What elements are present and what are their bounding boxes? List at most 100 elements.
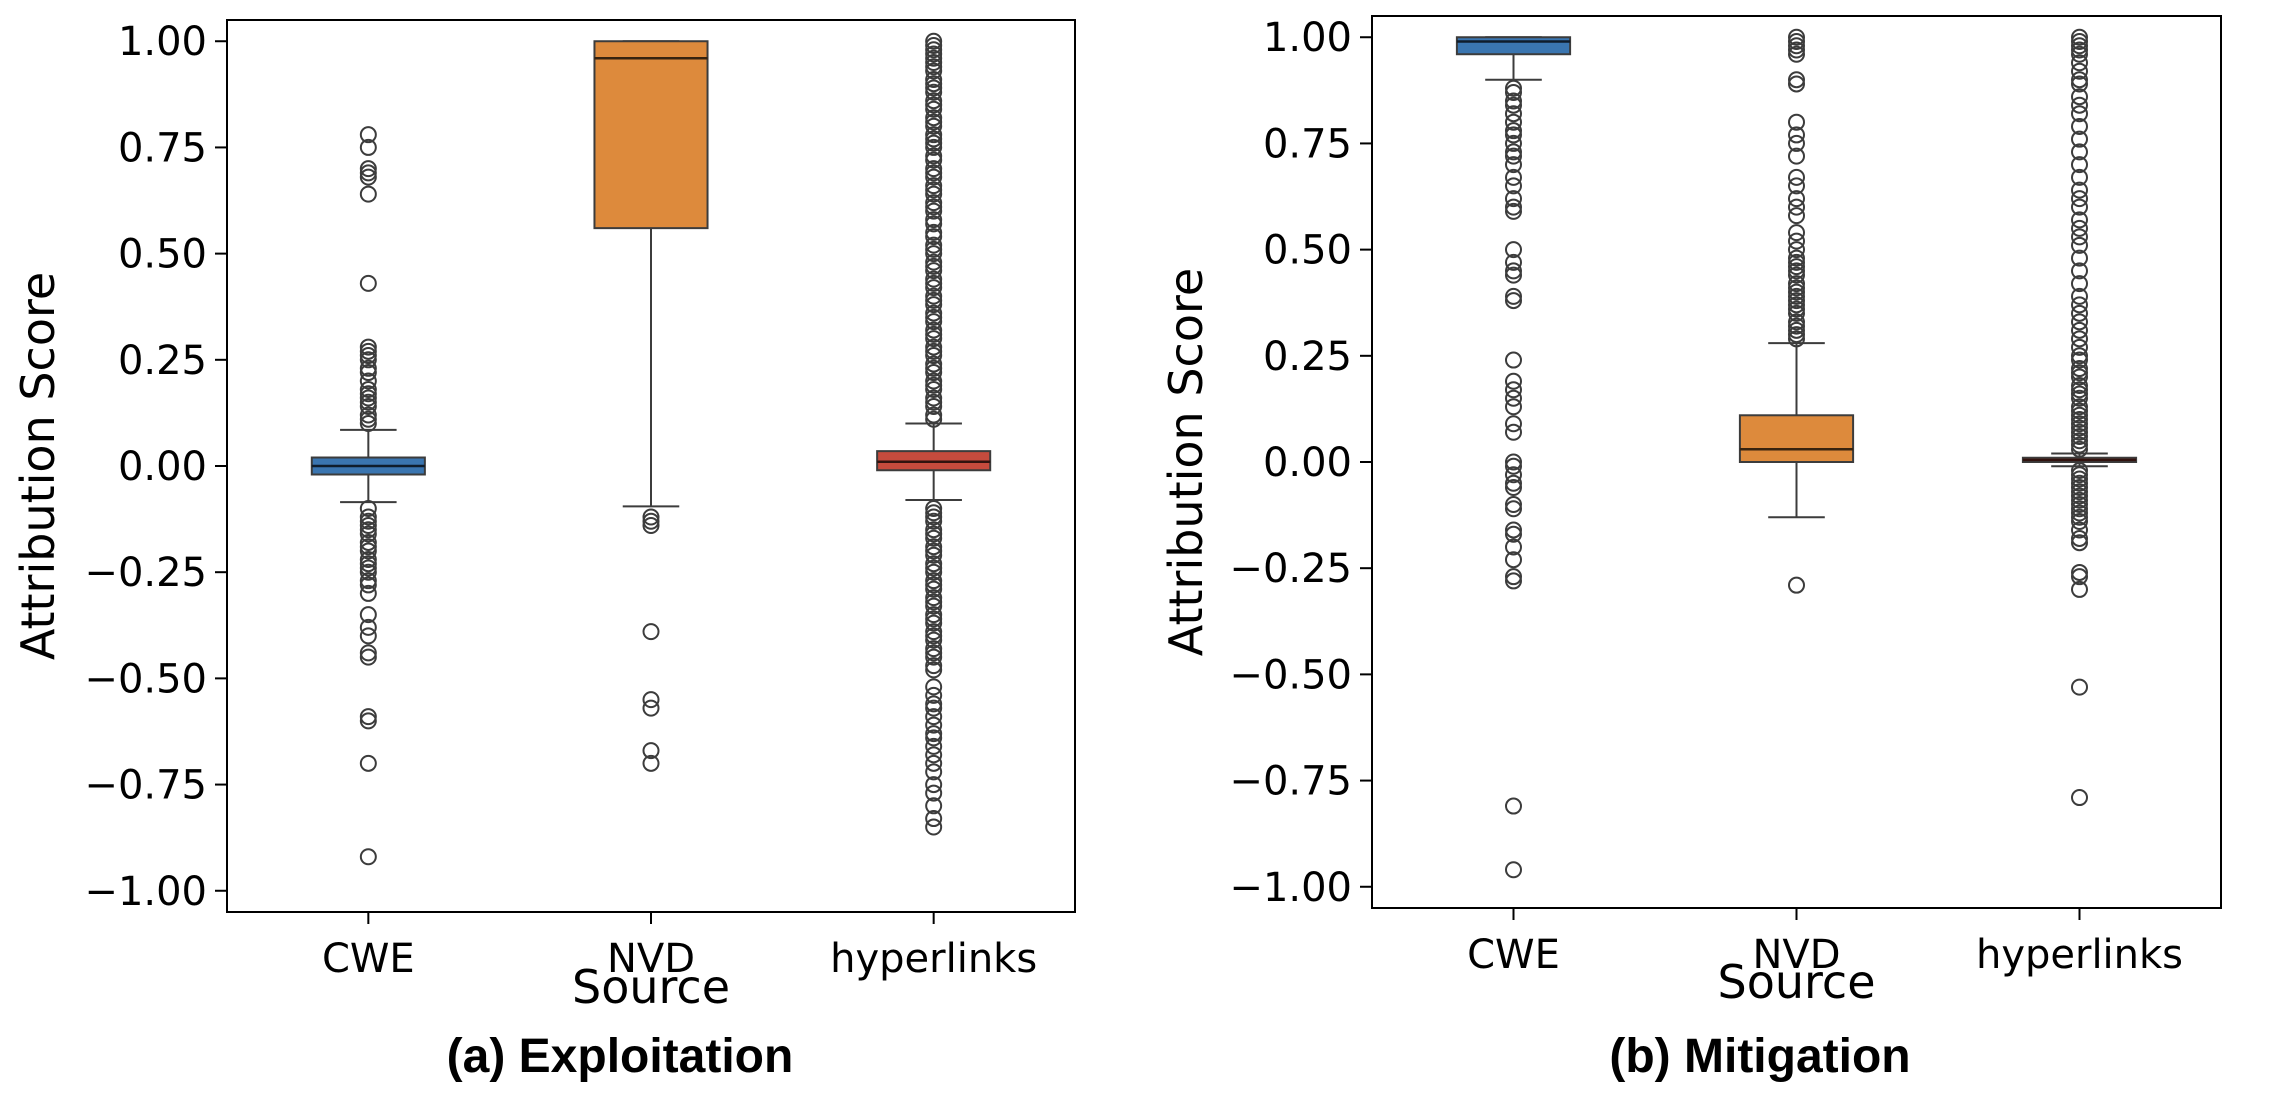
outlier-point [359, 342, 377, 360]
outlier-point [359, 550, 377, 568]
y-tick-label: −0.25 [84, 550, 207, 596]
outlier-point [2071, 432, 2088, 450]
outlier-point [1505, 500, 1522, 518]
y-tick-label: −0.50 [1229, 652, 1352, 698]
outlier-point [1788, 253, 1805, 271]
outlier-point [2071, 474, 2088, 492]
outlier-point [359, 185, 377, 203]
outlier-point [925, 253, 943, 271]
outlier-point [925, 614, 943, 632]
outlier-point [1788, 41, 1805, 59]
y-tick-label: 0.25 [1263, 334, 1352, 380]
outlier-point [925, 330, 943, 348]
x-tick-label: hyperlinks [1976, 932, 2183, 978]
outlier-point [1788, 300, 1805, 318]
outlier-point [925, 53, 943, 71]
outlier-point [925, 228, 943, 246]
outlier-point [925, 274, 943, 292]
outlier-point [1788, 147, 1805, 165]
outlier-point [2071, 534, 2088, 552]
outlier-point [1788, 126, 1805, 144]
outlier-point [359, 389, 377, 407]
outlier-point [359, 576, 377, 594]
outlier-point [2071, 466, 2088, 484]
outlier-point [1788, 37, 1805, 55]
box-cwe [310, 126, 426, 866]
outlier-point [2071, 41, 2088, 59]
outlier-point [925, 45, 943, 63]
outlier-point [925, 499, 943, 517]
outlier-point [642, 699, 660, 717]
outlier-point [359, 126, 377, 144]
outlier-point [2071, 105, 2088, 123]
outlier-point [2071, 385, 2088, 403]
outlier-point [1505, 113, 1522, 131]
outlier-point [925, 70, 943, 88]
y-tick-label: −0.75 [1229, 759, 1352, 805]
outlier-point [359, 359, 377, 377]
outlier-point [925, 818, 943, 836]
x-tick-label: CWE [322, 936, 415, 982]
outlier-point [925, 279, 943, 297]
outlier-point [1505, 198, 1522, 216]
outlier-point [2071, 304, 2088, 322]
outlier-point [925, 338, 943, 356]
box-hyperlinks [876, 32, 992, 836]
outlier-point [2071, 411, 2088, 429]
outlier-point [925, 364, 943, 382]
outlier-point [1505, 351, 1522, 369]
outlier-point [1505, 495, 1522, 513]
outlier-point [359, 364, 377, 382]
y-tick-label: −1.00 [1229, 865, 1352, 911]
outlier-point [925, 627, 943, 645]
outlier-point [925, 160, 943, 178]
x-axis-label: Source [1718, 955, 1876, 1009]
outlier-point [1505, 568, 1522, 586]
outlier-point [1788, 292, 1805, 310]
outlier-point [925, 695, 943, 713]
x-tick-label: hyperlinks [830, 936, 1037, 982]
outlier-point [1505, 79, 1522, 97]
outlier-point [2071, 275, 2088, 293]
outlier-point [925, 75, 943, 93]
outlier-point [1788, 279, 1805, 297]
outlier-point [925, 313, 943, 331]
outlier-point [359, 848, 377, 866]
outlier-point [1505, 551, 1522, 569]
box-iqr [1455, 36, 1572, 56]
outlier-point [925, 347, 943, 365]
box-nvd [1738, 28, 1855, 594]
outlier-point [925, 555, 943, 573]
outlier-point [2071, 508, 2088, 526]
outlier-point [2071, 487, 2088, 505]
outlier-point [2071, 54, 2088, 72]
outlier-point [2071, 436, 2088, 454]
outlier-point [2071, 500, 2088, 518]
outlier-point [1788, 134, 1805, 152]
outlier-point [925, 398, 943, 416]
outlier-point [1505, 96, 1522, 114]
outlier-point [1505, 457, 1522, 475]
outlier-point [359, 712, 377, 730]
outlier-point [2071, 398, 2088, 416]
outlier-point [1505, 287, 1522, 305]
outlier-point [1788, 241, 1805, 259]
outlier-point [2071, 568, 2088, 586]
y-axis-label: Attribution Score [1159, 268, 1213, 656]
y-tick-label: −0.25 [1229, 546, 1352, 592]
outlier-point [359, 338, 377, 356]
outlier-point [1505, 177, 1522, 195]
outlier-point [925, 393, 943, 411]
outlier-point [2071, 461, 2088, 479]
outlier-point [925, 355, 943, 373]
outlier-point [2071, 351, 2088, 369]
outlier-point [1505, 372, 1522, 390]
outlier-point [925, 546, 943, 564]
outlier-point [2071, 296, 2088, 314]
outlier-point [2071, 563, 2088, 581]
outlier-point [1505, 525, 1522, 543]
outlier-point [1505, 147, 1522, 165]
outlier-point [925, 512, 943, 530]
outlier-point [925, 678, 943, 696]
outlier-point [925, 321, 943, 339]
